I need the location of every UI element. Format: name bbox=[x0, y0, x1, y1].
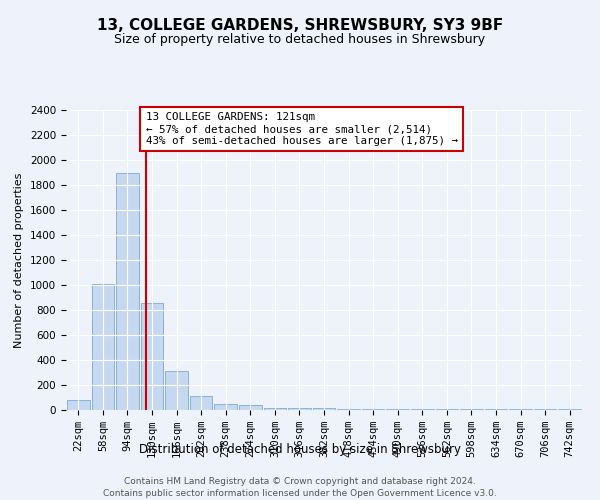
Text: 13, COLLEGE GARDENS, SHREWSBURY, SY3 9BF: 13, COLLEGE GARDENS, SHREWSBURY, SY3 9BF bbox=[97, 18, 503, 32]
Text: 13 COLLEGE GARDENS: 121sqm
← 57% of detached houses are smaller (2,514)
43% of s: 13 COLLEGE GARDENS: 121sqm ← 57% of deta… bbox=[146, 112, 458, 146]
Bar bbox=[92, 284, 114, 410]
Bar bbox=[116, 172, 139, 410]
Text: Contains HM Land Registry data © Crown copyright and database right 2024.: Contains HM Land Registry data © Crown c… bbox=[124, 478, 476, 486]
Bar bbox=[337, 409, 360, 410]
Bar bbox=[263, 408, 286, 410]
Bar bbox=[166, 371, 188, 410]
Text: Contains public sector information licensed under the Open Government Licence v3: Contains public sector information licen… bbox=[103, 489, 497, 498]
Bar bbox=[239, 405, 262, 410]
Y-axis label: Number of detached properties: Number of detached properties bbox=[14, 172, 25, 348]
Text: Distribution of detached houses by size in Shrewsbury: Distribution of detached houses by size … bbox=[139, 442, 461, 456]
Bar bbox=[190, 396, 212, 410]
Bar bbox=[214, 404, 237, 410]
Bar bbox=[362, 409, 385, 410]
Bar bbox=[313, 408, 335, 410]
Bar bbox=[141, 302, 163, 410]
Bar bbox=[67, 400, 89, 410]
Text: Size of property relative to detached houses in Shrewsbury: Size of property relative to detached ho… bbox=[115, 32, 485, 46]
Bar bbox=[288, 408, 311, 410]
